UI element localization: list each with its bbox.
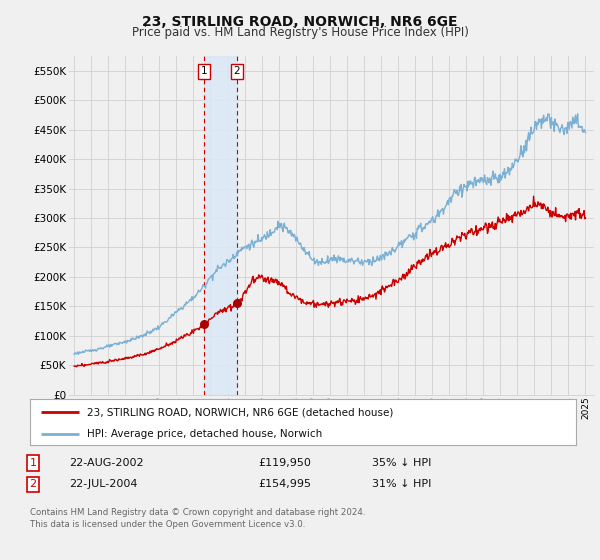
Text: 1: 1 bbox=[201, 66, 208, 76]
Text: 22-AUG-2002: 22-AUG-2002 bbox=[69, 458, 143, 468]
Text: £154,995: £154,995 bbox=[258, 479, 311, 489]
Text: 23, STIRLING ROAD, NORWICH, NR6 6GE (detached house): 23, STIRLING ROAD, NORWICH, NR6 6GE (det… bbox=[88, 407, 394, 417]
Text: 23, STIRLING ROAD, NORWICH, NR6 6GE: 23, STIRLING ROAD, NORWICH, NR6 6GE bbox=[142, 15, 458, 29]
Text: 1: 1 bbox=[29, 458, 37, 468]
Text: 35% ↓ HPI: 35% ↓ HPI bbox=[372, 458, 431, 468]
Text: Price paid vs. HM Land Registry's House Price Index (HPI): Price paid vs. HM Land Registry's House … bbox=[131, 26, 469, 39]
Text: 2: 2 bbox=[233, 66, 240, 76]
Text: 22-JUL-2004: 22-JUL-2004 bbox=[69, 479, 137, 489]
Text: 2: 2 bbox=[29, 479, 37, 489]
Text: Contains HM Land Registry data © Crown copyright and database right 2024.
This d: Contains HM Land Registry data © Crown c… bbox=[30, 508, 365, 529]
Bar bbox=[205, 56, 237, 395]
Text: 31% ↓ HPI: 31% ↓ HPI bbox=[372, 479, 431, 489]
Text: HPI: Average price, detached house, Norwich: HPI: Average price, detached house, Norw… bbox=[88, 429, 323, 438]
Text: £119,950: £119,950 bbox=[258, 458, 311, 468]
